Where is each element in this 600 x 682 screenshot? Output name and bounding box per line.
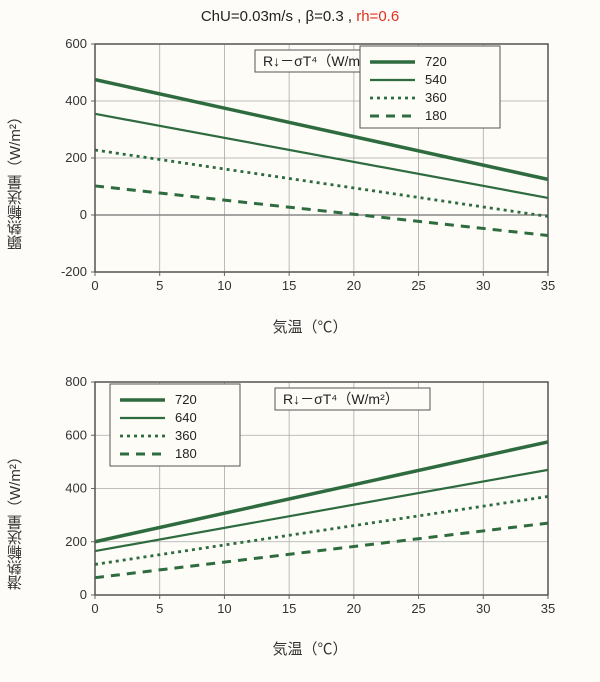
legend-item: 360 xyxy=(175,428,197,443)
svg-text:200: 200 xyxy=(65,150,87,165)
svg-text:600: 600 xyxy=(65,36,87,51)
chart1-ylabel: 顕熱輸送量（W/m²） xyxy=(8,80,30,280)
chart2: 0 200 400 600 800 0 5 10 15 20 25 30 35 R↓－σT⁴（W/m²） 7… xyxy=(40,372,560,627)
svg-text:35: 35 xyxy=(541,601,555,616)
svg-text:400: 400 xyxy=(65,481,87,496)
svg-text:5: 5 xyxy=(156,278,163,293)
chart2-xlabel: 気温（℃） xyxy=(50,638,570,659)
svg-text:10: 10 xyxy=(217,601,231,616)
title-part-3: rh=0.6 xyxy=(356,8,399,25)
equation-label: R↓－σT⁴（W/m²） xyxy=(283,391,399,407)
title: ChU=0.03m/s , β=0.3 , rh=0.6 xyxy=(0,8,600,25)
legend-item: 720 xyxy=(175,392,197,407)
svg-text:25: 25 xyxy=(411,278,425,293)
svg-text:30: 30 xyxy=(476,278,490,293)
svg-text:20: 20 xyxy=(347,278,361,293)
legend-item: 720 xyxy=(425,54,447,69)
svg-text:35: 35 xyxy=(541,278,555,293)
title-part-1: ChU=0.03m/s , xyxy=(201,8,301,25)
chart1: -200020040060005101520253035R↓－σT⁴（W/m²）… xyxy=(40,34,560,304)
chart-svg: -200020040060005101520253035R↓－σT⁴（W/m²）… xyxy=(40,34,560,304)
legend-item: 180 xyxy=(175,446,197,461)
svg-text:15: 15 xyxy=(282,278,296,293)
chart2-ylabel: 潜熱輸送量（W/m²） xyxy=(8,420,30,620)
svg-text:400: 400 xyxy=(65,93,87,108)
svg-text:800: 800 xyxy=(65,374,87,389)
chart-svg: 0 200 400 600 800 0 5 10 15 20 25 30 35 R↓－σT⁴（W/m²） 7… xyxy=(40,372,560,627)
svg-text:0: 0 xyxy=(80,207,87,222)
title-part-2: β=0.3 , xyxy=(305,8,352,25)
svg-text:-200: -200 xyxy=(61,264,87,279)
legend-item: 540 xyxy=(425,72,447,87)
svg-text:600: 600 xyxy=(65,427,87,442)
chart1-xlabel: 気温（℃） xyxy=(50,316,570,337)
legend-item: 640 xyxy=(175,410,197,425)
svg-text:30: 30 xyxy=(476,601,490,616)
legend-item: 360 xyxy=(425,90,447,105)
svg-text:5: 5 xyxy=(156,601,163,616)
svg-text:15: 15 xyxy=(282,601,296,616)
svg-text:0: 0 xyxy=(80,587,87,602)
svg-text:10: 10 xyxy=(217,278,231,293)
svg-text:0: 0 xyxy=(91,601,98,616)
svg-text:20: 20 xyxy=(347,601,361,616)
svg-text:200: 200 xyxy=(65,534,87,549)
svg-text:0: 0 xyxy=(91,278,98,293)
svg-text:25: 25 xyxy=(411,601,425,616)
legend-item: 180 xyxy=(425,108,447,123)
